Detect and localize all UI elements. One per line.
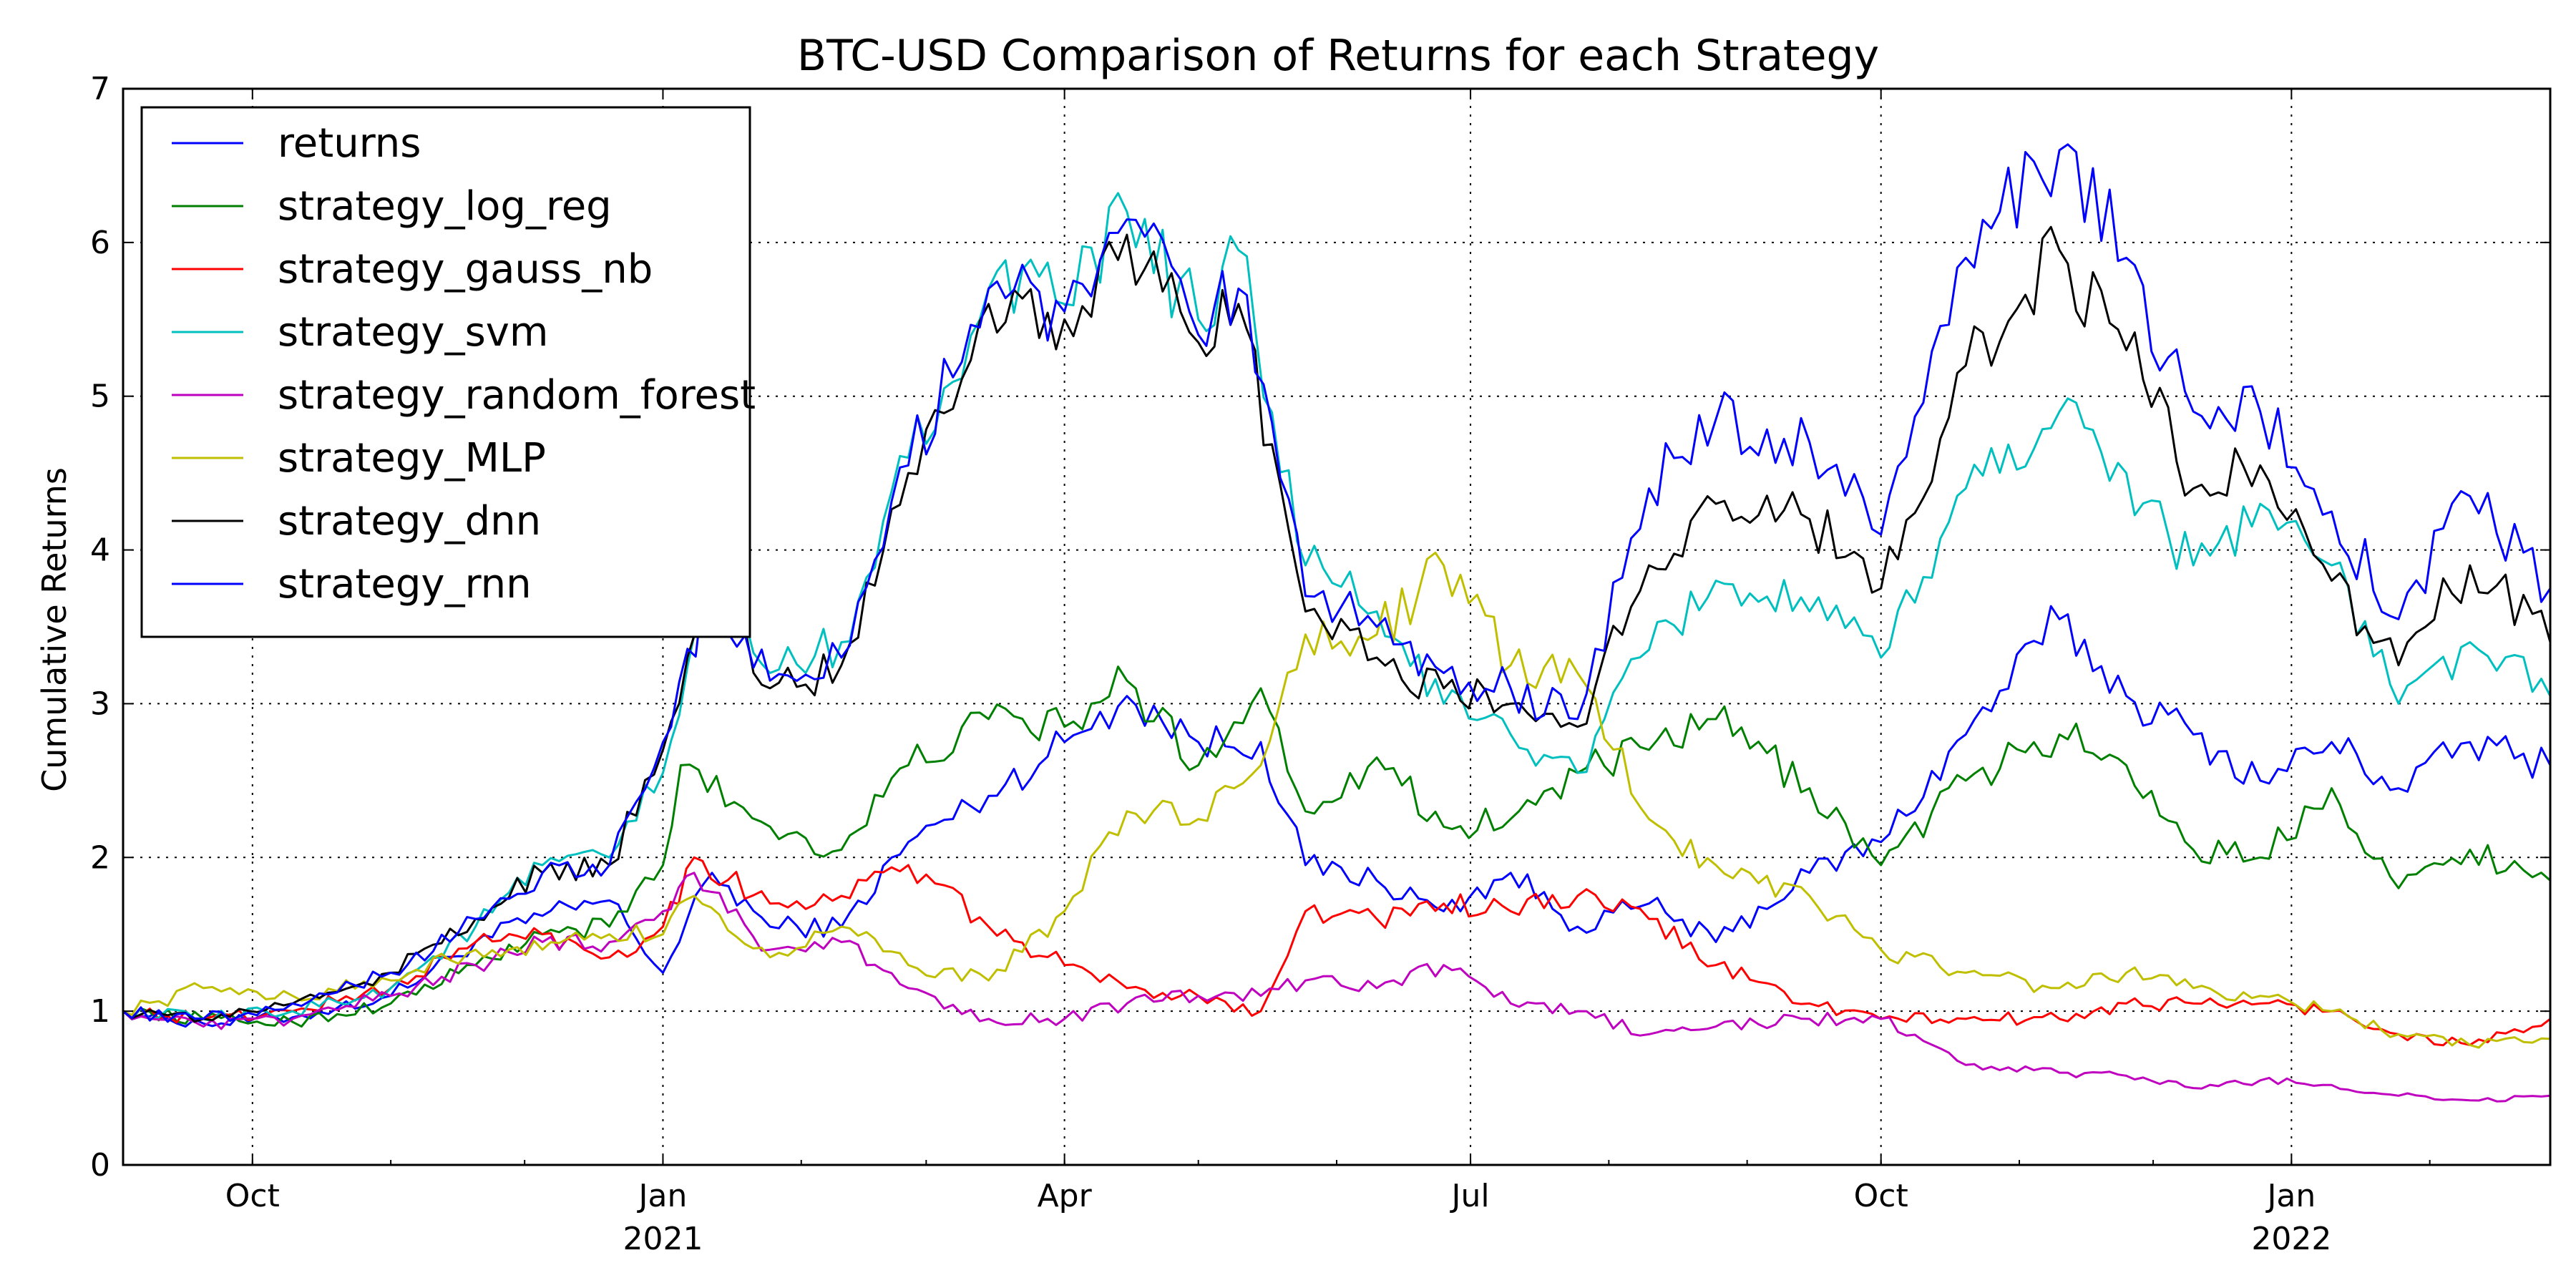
y-tick-label-6: 6	[90, 225, 110, 261]
legend-label-strategy-log-reg: strategy_log_reg	[278, 183, 612, 230]
y-tick-label-2: 2	[90, 839, 110, 876]
x-tick-year-1: 2021	[623, 1221, 703, 1257]
x-tick-label-4: Oct	[1854, 1178, 1908, 1214]
series-line-strategy-log-reg	[122, 665, 2551, 1028]
legend-box	[140, 106, 751, 638]
plot-frame	[122, 87, 2552, 1166]
legend-label-strategy-rnn: strategy_rnn	[278, 561, 532, 608]
x-tick-label-5: Jan	[2265, 1178, 2316, 1214]
legend: returns strategy_log_reg strategy_gauss_nb…	[140, 106, 756, 638]
y-tick-label-3: 3	[90, 686, 110, 722]
axis-ticks: 0 1 2 3 4 5 6 7 Oct Jan 2021 Apr Jul Oct Jan 2022	[90, 71, 2550, 1257]
x-tick-year-5: 2022	[2251, 1221, 2331, 1257]
legend-label-strategy-gauss-nb: strategy_gauss_nb	[278, 246, 653, 293]
series-line-strategy-svm	[122, 192, 2552, 1023]
series-line-strategy-rnn	[122, 143, 2552, 1023]
legend-label-strategy-MLP: strategy_MLP	[278, 435, 546, 482]
legend-label-returns: returns	[278, 120, 421, 167]
x-tick-label-0: Oct	[225, 1178, 280, 1214]
series-line-returns	[122, 605, 2552, 1028]
x-tick-label-3: Jul	[1450, 1178, 1490, 1214]
x-tick-label-1: Jan	[637, 1178, 688, 1214]
y-tick-label-4: 4	[90, 532, 110, 569]
x-tick-label-2: Apr	[1038, 1178, 1093, 1214]
y-tick-label-1: 1	[90, 993, 110, 1030]
legend-label-strategy-dnn: strategy_dnn	[278, 498, 541, 545]
legend-label-strategy-random-forest: strategy_random_forest	[278, 372, 756, 419]
series-line-strategy-MLP	[122, 551, 2551, 1049]
y-tick-label-5: 5	[90, 379, 110, 415]
y-tick-label-7: 7	[90, 71, 110, 107]
y-tick-label-0: 0	[90, 1147, 110, 1184]
y-axis-label: Cumulative Returns	[35, 467, 74, 792]
legend-label-strategy-svm: strategy_svm	[278, 309, 548, 356]
series-lines	[122, 143, 2552, 1103]
chart-title: BTC-USD Comparison of Returns for each S…	[797, 31, 1879, 81]
series-line-strategy-gauss-nb	[122, 856, 2551, 1047]
series-line-strategy-random-forest	[122, 872, 2551, 1103]
series-line-strategy-dnn	[122, 225, 2552, 1023]
